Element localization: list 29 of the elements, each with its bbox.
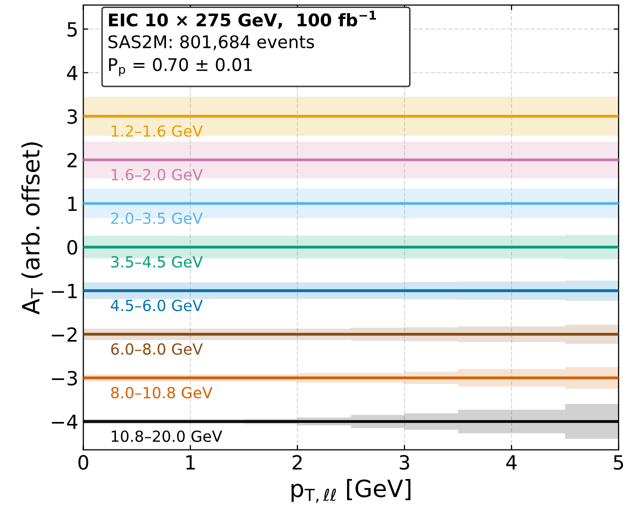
series-label: 3.5–4.5 GeV — [111, 256, 203, 268]
series-label: 1.6–2.0 GeV — [112, 168, 203, 180]
annotation: SAS2M: 801,684 events — [108, 35, 314, 50]
y-tick-label: −2 — [52, 327, 77, 342]
y-tick-label: −1 — [52, 284, 77, 298]
x-tick-label: 0 — [78, 455, 88, 470]
series-label: 4.5–6.0 GeV — [110, 300, 203, 312]
annotation: P$_{p}$ = 0.70 ± 0.01 — [109, 58, 252, 76]
y-tick-label: −4 — [52, 414, 78, 429]
x-tick-label: 2 — [292, 455, 302, 470]
y-tick-label: 5 — [68, 22, 77, 37]
y-tick-label: 4 — [67, 66, 78, 80]
y-tick-label: 1 — [68, 196, 77, 211]
x-tick-label: 4 — [506, 455, 517, 470]
series-label: 1.2–1.6 GeV — [112, 125, 203, 137]
y-tick-label: 3 — [68, 109, 77, 124]
y-tick-label: 0 — [67, 240, 78, 255]
series-label: 8.0–10.8 GeV — [111, 386, 212, 398]
x-tick-label: 1 — [186, 455, 195, 470]
x-tick-label: 5 — [614, 455, 624, 470]
series-label: 2.0–3.5 GeV — [111, 212, 203, 224]
annotation: EIC 10 × 275 GeV, 100 fb$^{−1}$ — [109, 10, 376, 29]
y-tick-label: −3 — [52, 370, 77, 386]
y-axis-title: A$_{T}$ (arb. offset) — [21, 142, 44, 315]
series-label: 10.8–20.0 GeV — [112, 430, 222, 442]
x-tick-label: 3 — [400, 455, 410, 470]
y-tick-label: 2 — [68, 152, 77, 168]
series-label: 6.0–8.0 GeV — [111, 343, 203, 355]
x-axis-title: p$_{T,ℓℓ}$ [GeV] — [292, 479, 410, 503]
